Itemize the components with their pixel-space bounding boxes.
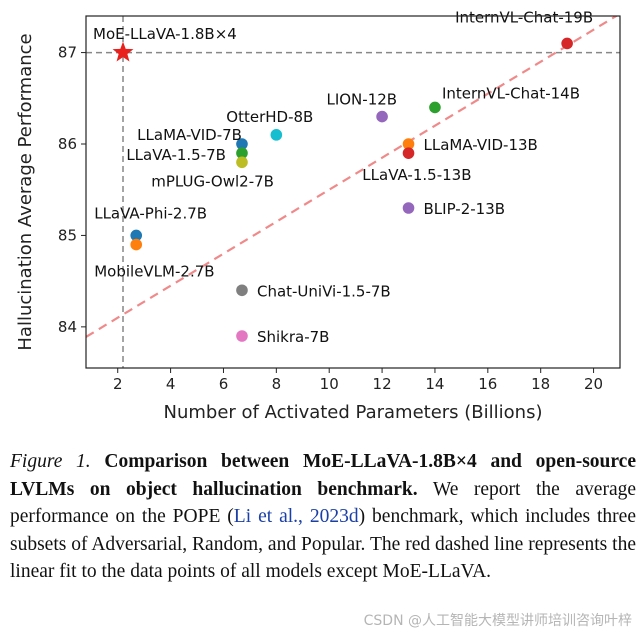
point-label-lion-12b: LION-12B: [326, 91, 397, 109]
point-llava-1-5-13b: [402, 147, 415, 159]
y-tick-label-85: 85: [58, 226, 77, 244]
point-label-otterhd-8b: OtterHD-8B: [226, 108, 313, 126]
point-label-blip-2-13b: BLIP-2-13B: [424, 200, 506, 218]
caption-body-1: We report the average performance on the…: [10, 478, 637, 528]
x-tick-label-4: 4: [166, 375, 176, 393]
point-label-llava-1-5-7b: LLaVA-1.5-7B: [126, 146, 226, 164]
scatter-chart: InternVL-Chat-19B InternVL-Chat-14B LION-1…: [15, 8, 621, 423]
point-shikra-7b: [236, 330, 248, 342]
x-tick-label-8: 8: [272, 375, 282, 393]
y-tick-label-84: 84: [58, 318, 77, 336]
point-label-llama-vid-7b: LLaMA-VID-7B: [137, 126, 242, 144]
highlight-star-moe-llava: [112, 41, 134, 62]
highlight-label-moe-llava: MoE-LLaVA-1.8B×4: [93, 25, 237, 43]
point-mplug-owl2-7b: [236, 156, 248, 169]
point-label-mobilevlm-2-7b: MobileVLM-2.7B: [94, 263, 214, 281]
point-internvl-chat-19b: [561, 37, 573, 50]
point-llama-vid-7b: [236, 138, 248, 150]
point-llava-1-5-7b: [236, 147, 248, 159]
caption-citation-link[interactable]: Li et al., 2023d: [233, 506, 359, 527]
x-tick-label-10: 10: [320, 375, 339, 393]
point-mobilevlm-2-7b: [130, 238, 143, 251]
point-labels-layer: InternVL-Chat-19B InternVL-Chat-14B LION-1…: [93, 8, 593, 346]
point-blip-2-13b: [402, 202, 415, 214]
reference-lines-layer: [86, 16, 620, 368]
points-layer: [112, 37, 573, 342]
point-label-chat-univi-1-5-7b: Chat-UniVi-1.5-7B: [257, 282, 391, 300]
x-tick-label-2: 2: [113, 375, 123, 393]
point-label-llama-vid-13b: LLaMA-VID-13B: [424, 136, 538, 154]
ticks-layer: 2 4 6 8 10 12 14 16 18 20 84 85 86 87: [58, 44, 603, 393]
x-tick-label-14: 14: [425, 375, 444, 393]
x-tick-label-16: 16: [478, 375, 497, 393]
point-chat-univi-1-5-7b: [236, 284, 248, 297]
point-llava-phi-2-7b: [130, 229, 143, 242]
plot-frame: [85, 15, 621, 369]
point-label-shikra-7b: Shikra-7B: [257, 328, 330, 346]
point-label-llava-phi-2-7b: LLaVA-Phi-2.7B: [94, 204, 207, 222]
point-llama-vid-13b: [402, 138, 415, 150]
y-tick-label-87: 87: [58, 44, 77, 62]
figure-caption: Figure 1. Comparison between MoE-LLaVA-1…: [10, 448, 636, 586]
y-axis-label: Hallucination Average Performance: [15, 33, 36, 350]
point-label-mplug-owl2-7b: mPLUG-Owl2-7B: [151, 172, 274, 190]
x-axis-label: Number of Activated Parameters (Billions…: [164, 402, 543, 423]
point-lion-12b: [376, 110, 388, 123]
point-internvl-chat-14b: [429, 101, 441, 114]
point-label-internvl-chat-19b: InternVL-Chat-19B: [455, 8, 593, 26]
watermark: CSDN @人工智能大模型讲师培训咨询叶梓: [363, 613, 632, 629]
caption-title: Comparison between MoE-LLaVA-1.8B×4 and …: [10, 451, 636, 500]
point-label-internvl-chat-14b: InternVL-Chat-14B: [442, 84, 580, 102]
x-tick-label-18: 18: [531, 375, 550, 393]
caption-figure-number: Figure 1.: [10, 451, 91, 472]
x-tick-label-20: 20: [584, 375, 603, 393]
x-tick-label-6: 6: [219, 375, 229, 393]
caption-body-2: ) benchmark, which includes three subset…: [10, 506, 636, 582]
y-tick-label-86: 86: [58, 135, 77, 153]
point-label-llava-1-5-13b: LLaVA-1.5-13B: [362, 166, 471, 184]
point-otterhd-8b: [270, 129, 283, 141]
x-tick-label-12: 12: [373, 375, 392, 393]
